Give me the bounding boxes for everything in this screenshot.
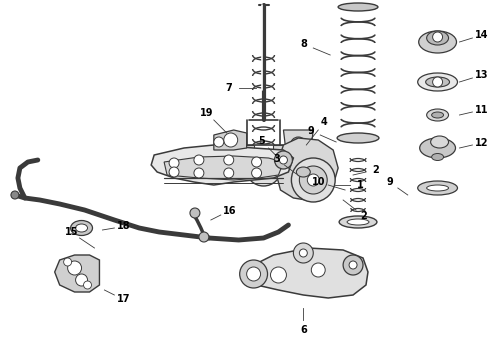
Text: 15: 15 (65, 228, 78, 238)
Ellipse shape (431, 136, 448, 148)
Ellipse shape (417, 73, 458, 91)
Circle shape (252, 168, 262, 178)
Circle shape (224, 133, 238, 147)
Circle shape (246, 267, 261, 281)
Circle shape (75, 274, 88, 286)
Circle shape (349, 261, 357, 269)
Polygon shape (164, 156, 283, 180)
Circle shape (11, 191, 19, 199)
Circle shape (307, 174, 319, 186)
Circle shape (224, 168, 234, 178)
Ellipse shape (427, 185, 448, 191)
Circle shape (343, 255, 363, 275)
Text: 9: 9 (308, 126, 315, 136)
Ellipse shape (427, 109, 448, 121)
Text: 16: 16 (223, 206, 237, 216)
Circle shape (64, 258, 72, 266)
Ellipse shape (420, 138, 456, 158)
Polygon shape (276, 138, 338, 200)
Text: 13: 13 (475, 70, 489, 80)
Circle shape (299, 249, 307, 257)
Text: 9: 9 (386, 177, 393, 187)
Circle shape (194, 168, 204, 178)
Circle shape (274, 151, 293, 169)
Circle shape (224, 155, 234, 165)
Circle shape (83, 281, 92, 289)
Circle shape (194, 155, 204, 165)
Polygon shape (241, 145, 254, 165)
Ellipse shape (338, 3, 378, 11)
Circle shape (256, 160, 271, 176)
Text: 6: 6 (300, 325, 307, 335)
Ellipse shape (339, 216, 377, 228)
Circle shape (240, 260, 268, 288)
Text: 14: 14 (475, 30, 489, 40)
Circle shape (252, 157, 262, 167)
Text: 10: 10 (312, 177, 325, 187)
Circle shape (433, 32, 442, 42)
Text: 19: 19 (200, 108, 214, 118)
Polygon shape (273, 145, 287, 165)
Text: 1: 1 (357, 180, 364, 190)
Ellipse shape (432, 112, 443, 118)
Polygon shape (214, 130, 246, 150)
Ellipse shape (426, 77, 449, 87)
Circle shape (291, 137, 306, 153)
Ellipse shape (432, 153, 443, 161)
Text: 4: 4 (321, 117, 328, 127)
Ellipse shape (75, 224, 88, 232)
Circle shape (169, 167, 179, 177)
Ellipse shape (71, 220, 93, 235)
Text: 2: 2 (372, 165, 379, 175)
Text: 5: 5 (258, 136, 265, 146)
Circle shape (190, 208, 200, 218)
Circle shape (199, 232, 209, 242)
Polygon shape (151, 145, 294, 185)
Ellipse shape (427, 31, 448, 45)
Ellipse shape (296, 167, 310, 177)
Text: 3: 3 (273, 154, 280, 164)
Polygon shape (283, 130, 313, 155)
Circle shape (214, 137, 224, 147)
Ellipse shape (417, 181, 458, 195)
Text: 2: 2 (361, 211, 368, 221)
Ellipse shape (337, 133, 379, 143)
Text: 8: 8 (301, 39, 308, 49)
Polygon shape (55, 255, 99, 292)
Circle shape (311, 263, 325, 277)
Text: 18: 18 (118, 221, 131, 231)
Circle shape (292, 158, 335, 202)
Circle shape (270, 267, 287, 283)
Text: 7: 7 (225, 83, 232, 93)
Ellipse shape (418, 31, 457, 53)
Ellipse shape (347, 219, 369, 225)
Text: 12: 12 (475, 138, 489, 148)
Circle shape (169, 158, 179, 168)
Circle shape (68, 261, 81, 275)
Circle shape (294, 243, 313, 263)
Text: 17: 17 (117, 294, 130, 305)
Text: 11: 11 (475, 105, 489, 115)
Circle shape (279, 156, 288, 164)
Circle shape (245, 150, 281, 186)
Polygon shape (244, 248, 368, 298)
Circle shape (433, 77, 442, 87)
Circle shape (299, 166, 327, 194)
